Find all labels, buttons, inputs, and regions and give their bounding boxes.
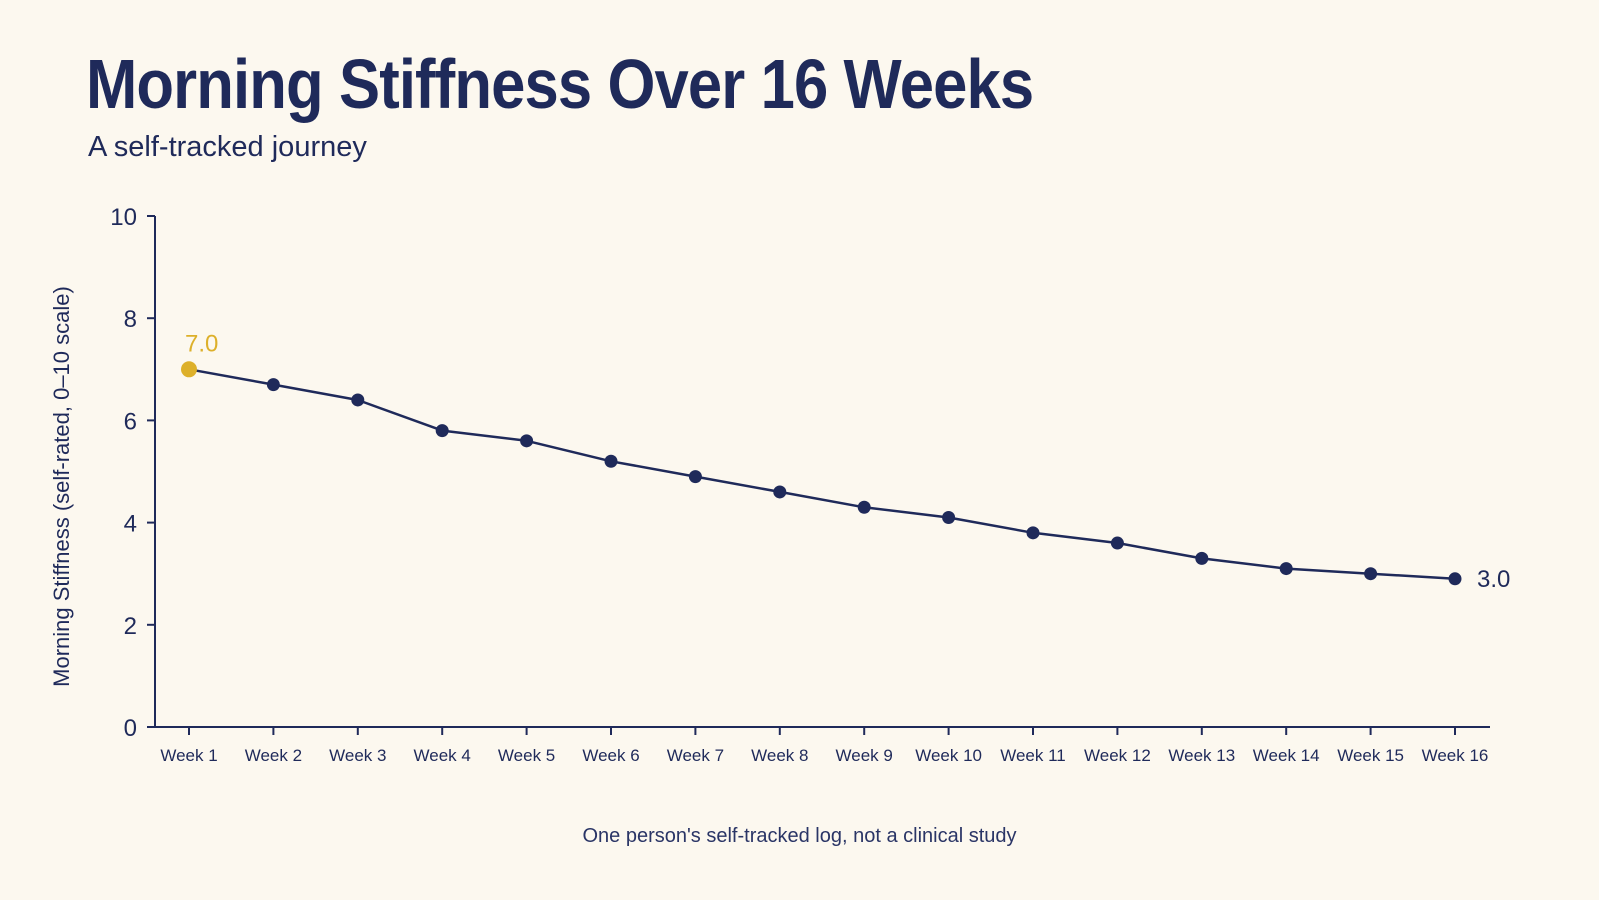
- x-tick-label: Week 4: [414, 746, 471, 765]
- data-point: [266, 378, 280, 392]
- data-point: [942, 510, 956, 524]
- footer-note: One person's self-tracked log, not a cli…: [582, 825, 1017, 847]
- x-tick-label: Week 1: [160, 746, 217, 765]
- data-point: [1364, 567, 1378, 581]
- x-tick-label: Week 9: [836, 746, 893, 765]
- data-point-highlight: [181, 361, 197, 378]
- x-tick-label: Week 5: [498, 746, 555, 765]
- y-tick-label: 6: [124, 408, 137, 435]
- data-point: [1026, 526, 1040, 540]
- data-point: [1448, 572, 1462, 586]
- y-tick-label: 8: [124, 306, 137, 333]
- data-point: [351, 393, 365, 407]
- x-tick-label: Week 14: [1253, 746, 1320, 765]
- data-point: [857, 500, 871, 514]
- data-point: [773, 485, 787, 499]
- data-point: [688, 470, 702, 484]
- x-tick-label: Week 12: [1084, 746, 1151, 765]
- chart-title: Morning Stiffness Over 16 Weeks: [86, 45, 1034, 123]
- data-point: [435, 424, 449, 438]
- x-tick-label: Week 3: [329, 746, 386, 765]
- data-label: 7.0: [185, 330, 218, 357]
- x-tick-label: Week 11: [1000, 746, 1066, 765]
- x-tick-label: Week 13: [1168, 746, 1235, 765]
- x-tick-label: Week 16: [1422, 746, 1489, 765]
- x-tick-label: Week 7: [667, 746, 724, 765]
- y-tick-label: 4: [124, 511, 137, 538]
- y-tick-label: 10: [110, 204, 137, 231]
- data-label: 3.0: [1477, 566, 1510, 593]
- x-tick-label: Week 15: [1337, 746, 1404, 765]
- data-point: [1195, 551, 1209, 565]
- chart-subtitle: A self-tracked journey: [88, 131, 367, 163]
- data-point: [1279, 562, 1293, 576]
- x-tick-label: Week 6: [582, 746, 639, 765]
- data-point: [604, 454, 618, 468]
- y-axis-title: Morning Stiffness (self-rated, 0–10 scal…: [49, 286, 74, 687]
- data-point: [1110, 536, 1124, 550]
- data-point: [520, 434, 534, 448]
- series-line: [188, 368, 1456, 581]
- x-tick-label: Week 8: [751, 746, 808, 765]
- y-tick-label: 0: [124, 715, 137, 742]
- x-tick-label: Week 2: [245, 746, 302, 765]
- x-tick-label: Week 10: [915, 746, 982, 765]
- y-tick-label: 2: [124, 613, 137, 640]
